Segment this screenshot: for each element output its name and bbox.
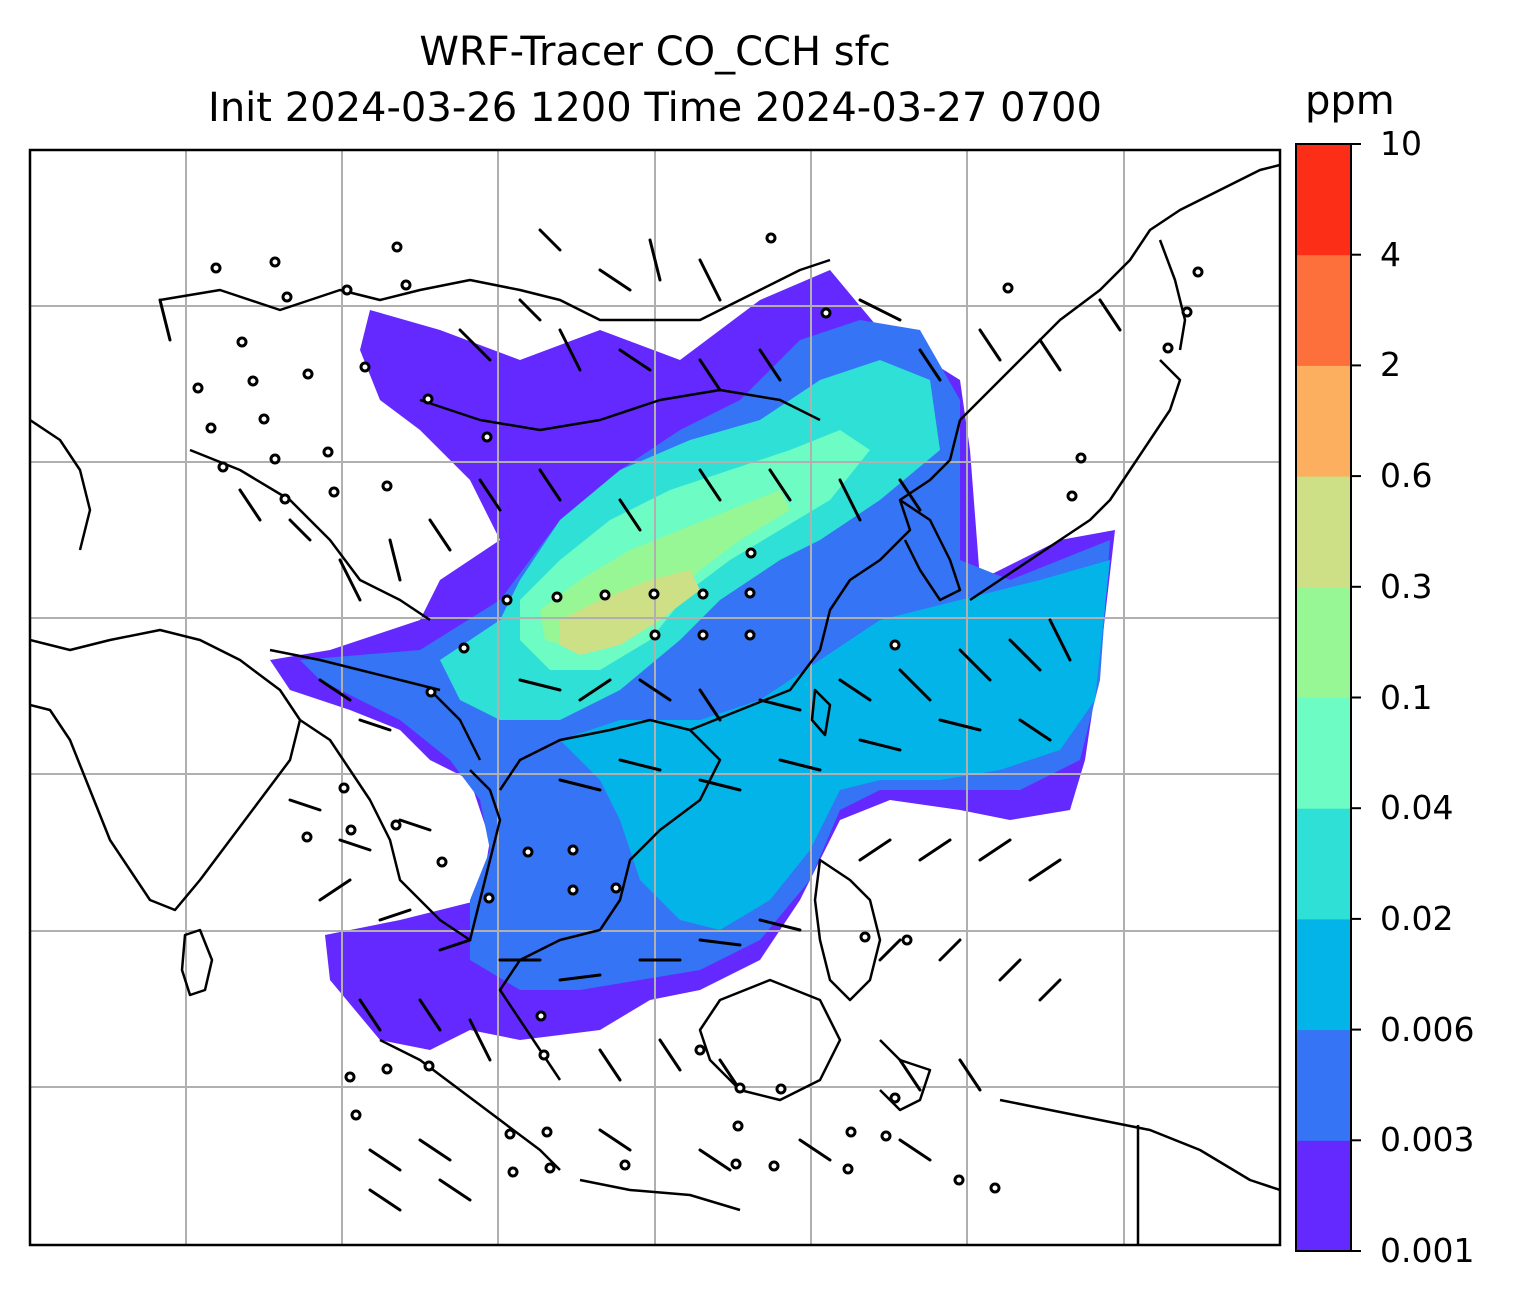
colorbar-tick-label: 0.006 [1380, 1009, 1475, 1049]
border-himalaya [269, 648, 441, 692]
colorbar-segments [1296, 144, 1351, 1252]
colorbar-tick-label: 4 [1380, 234, 1401, 274]
colorbar [1295, 143, 1361, 1252]
colorbar-tick-label: 2 [1380, 345, 1401, 385]
colorbar-tick-label: 0.02 [1380, 898, 1454, 938]
coastline-india [30, 628, 302, 912]
tracer-band-0.006 [560, 560, 1110, 930]
tracer-concentration-field [270, 270, 1115, 1050]
colorbar-segment [1296, 1140, 1351, 1252]
colorbar-segment [1296, 144, 1351, 256]
colorbar-segment [1296, 808, 1351, 920]
coastline-korea [899, 498, 962, 602]
coastlines-and-borders [30, 163, 1280, 1245]
colorbar-tick-label: 0.1 [1380, 677, 1433, 717]
coastline-philippines [813, 858, 882, 1002]
colorbar-unit-label: ppm [1305, 78, 1395, 124]
colorbar-segment [1296, 1029, 1351, 1141]
coastline-sumatra [379, 1038, 561, 1171]
wind-barbs [158, 228, 1122, 1212]
border-myanmar [429, 689, 482, 761]
gridlines [30, 150, 1280, 1245]
coastline-java [579, 1178, 741, 1212]
colorbar-segment [1296, 586, 1351, 698]
border-mongolia [419, 388, 821, 432]
map-title-line2: Init 2024-03-26 1200 Time 2024-03-27 070… [208, 85, 1102, 131]
map-title-line1: WRF-Tracer CO_CCH sfc [419, 29, 891, 75]
coastline-new-guinea [999, 1098, 1280, 1192]
coastline-taiwan [810, 688, 832, 737]
coastline-sulawesi [879, 1039, 932, 1112]
colorbar-segment [1296, 365, 1351, 477]
tracer-band-0.3 [560, 570, 700, 655]
colorbar-ticks [1351, 143, 1361, 1252]
map-frame [28, 148, 1282, 1247]
coastline-indochina [498, 718, 722, 1081]
colorbar-tick-label: 0.04 [1380, 788, 1454, 828]
colorbar-tick-label: 0.001 [1380, 1231, 1475, 1270]
tracer-band-0.003 [300, 320, 1110, 990]
border-china-west [189, 448, 431, 622]
coastline-borneo [698, 978, 842, 1102]
coastline-china-east [689, 419, 962, 732]
calm-wind-markers [192, 232, 1204, 1194]
coastline-bay-of-bengal-east [299, 718, 502, 942]
coastline-caspian-west [30, 418, 92, 551]
colorbar-segment [1296, 254, 1351, 366]
colorbar-segment [1296, 918, 1351, 1031]
colorbar-segment [1296, 476, 1351, 588]
coastline-sakhalin [1158, 239, 1187, 351]
colorbar-tick-label: 0.6 [1380, 456, 1433, 496]
colorbar-segment [1296, 697, 1351, 809]
colorbar-tick-label: 0.3 [1380, 566, 1433, 606]
map-panel [30, 150, 1280, 1245]
border-china-north [159, 258, 831, 322]
coastline-russia-pacific [959, 163, 1280, 421]
coastline-sri-lanka [180, 928, 214, 997]
colorbar-tick-label: 0.003 [1380, 1120, 1475, 1160]
coastline-japan [969, 359, 1182, 602]
colorbar-tick-label: 10 [1380, 124, 1422, 163]
